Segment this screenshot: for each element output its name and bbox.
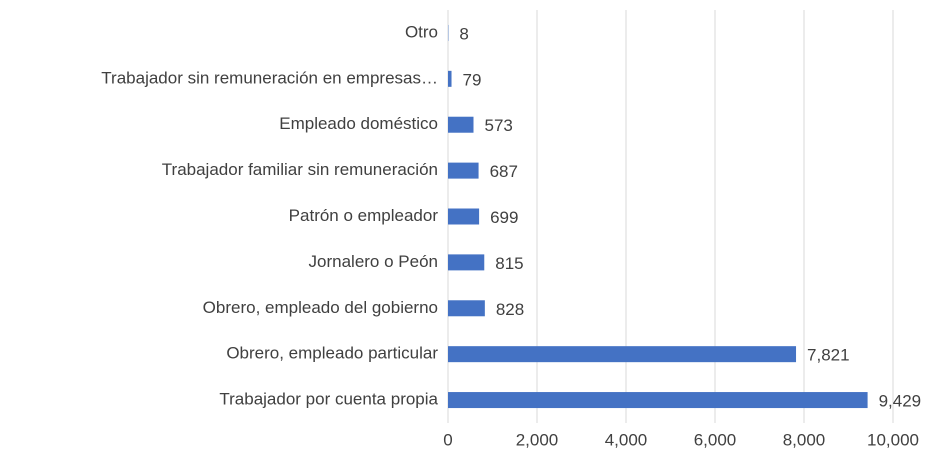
value-label: 699 xyxy=(490,208,518,227)
bar xyxy=(448,300,485,317)
bar xyxy=(448,346,797,363)
y-tick-label: Patrón o empleador xyxy=(289,206,439,225)
value-label: 9,429 xyxy=(879,392,922,411)
value-label: 7,821 xyxy=(807,346,850,365)
bar xyxy=(448,162,479,179)
value-label: 79 xyxy=(463,70,482,89)
y-tick-label: Obrero, empleado del gobierno xyxy=(203,298,438,317)
value-label: 573 xyxy=(484,116,512,135)
bar xyxy=(448,70,452,87)
x-tick-label: 10,000 xyxy=(867,430,919,449)
value-label: 8 xyxy=(459,24,468,43)
y-tick-label: Trabajador familiar sin remuneración xyxy=(162,160,438,179)
bar xyxy=(448,116,474,133)
y-tick-label: Trabajador sin remuneración en empresas… xyxy=(101,68,438,87)
x-tick-label: 0 xyxy=(443,430,452,449)
value-label: 815 xyxy=(495,254,523,273)
y-tick-label: Obrero, empleado particular xyxy=(226,344,438,363)
bar xyxy=(448,254,485,271)
value-label: 687 xyxy=(490,162,518,181)
x-tick-label: 2,000 xyxy=(516,430,559,449)
y-tick-label: Empleado doméstico xyxy=(279,114,438,133)
y-tick-label: Trabajador por cuenta propia xyxy=(219,390,438,409)
x-tick-label: 8,000 xyxy=(783,430,826,449)
value-label: 828 xyxy=(496,300,524,319)
y-tick-label: Jornalero o Peón xyxy=(309,252,438,271)
bar xyxy=(448,392,868,409)
y-tick-label: Otro xyxy=(405,22,438,41)
x-tick-label: 6,000 xyxy=(694,430,737,449)
bar xyxy=(448,208,480,225)
x-tick-label: 4,000 xyxy=(605,430,648,449)
